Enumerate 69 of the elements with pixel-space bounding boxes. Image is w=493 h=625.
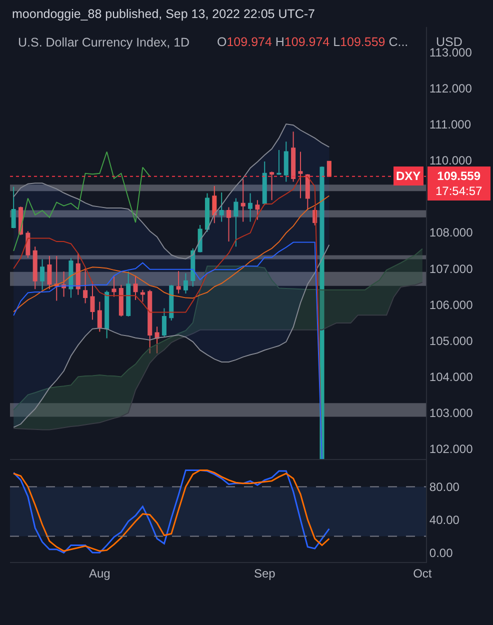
candlestick	[291, 131, 296, 182]
candlestick	[54, 255, 59, 302]
text: moondoggie_88 published, Sep 13, 2022 22:05 UTC-7	[12, 7, 316, 21]
y-tick-label: 106.000	[429, 298, 474, 312]
y-tick-label: 105.000	[429, 334, 474, 348]
candlestick	[204, 192, 210, 232]
candlestick	[133, 275, 138, 300]
candlestick	[326, 160, 332, 177]
candlestick	[234, 198, 238, 248]
candlestick	[176, 270, 181, 294]
candlestick	[183, 272, 188, 294]
text: 17:54:57	[435, 184, 483, 198]
x-tick-label: Aug	[88, 566, 110, 580]
candlestick	[90, 281, 95, 320]
candlestick	[305, 174, 310, 210]
candlestick	[198, 224, 202, 253]
candlestick	[276, 149, 282, 176]
y-tick-label: 104.000	[429, 370, 474, 384]
candlestick	[76, 252, 80, 296]
candlestick	[83, 268, 88, 304]
candlestick	[298, 151, 303, 199]
y-tick-label: 112.000	[429, 82, 472, 96]
candlestick	[248, 192, 253, 222]
candlestick	[97, 301, 102, 332]
y-tick-label: 102.000	[429, 442, 474, 456]
candlestick	[154, 326, 160, 354]
candlestick	[270, 171, 274, 201]
candlestick	[112, 275, 116, 298]
candlestick	[118, 284, 124, 318]
candlestick	[104, 290, 110, 339]
line-series	[13, 124, 330, 260]
line-series	[13, 244, 330, 428]
candlestick	[40, 258, 45, 290]
y-tick-label: 110.000	[429, 154, 472, 168]
candlestick	[212, 186, 217, 224]
y-tick-label: 0.00	[429, 546, 454, 560]
y-tick-label: 40.00	[429, 512, 460, 527]
candlestick	[320, 166, 324, 459]
candlestick	[169, 284, 174, 322]
candlestick	[162, 308, 166, 338]
candlestick	[255, 200, 260, 220]
candlestick	[262, 161, 267, 206]
candlestick	[32, 246, 38, 290]
candlestick	[62, 270, 66, 298]
candlestick	[240, 178, 246, 222]
candlestick	[68, 258, 74, 298]
annotation: O109.974 H109.974 L109.559 C...	[217, 35, 408, 49]
candlestick	[11, 186, 16, 229]
candlestick	[148, 289, 152, 354]
candlestick	[284, 141, 288, 182]
line-series	[13, 242, 322, 459]
x-tick-label: Oct	[413, 566, 432, 580]
y-tick-label: 111.000	[429, 118, 472, 132]
x-tick-label: Sep	[254, 566, 276, 580]
text: U.S. Dollar Currency Index, 1D	[18, 35, 190, 50]
candlestick	[219, 192, 224, 222]
y-tick-label: 107.000	[429, 262, 474, 276]
candlestick	[47, 255, 52, 290]
candlestick	[140, 289, 145, 302]
y-tick-label: 80.00	[429, 480, 460, 494]
candlestick	[26, 230, 30, 258]
ref-line-label: DXY	[396, 169, 421, 183]
candlestick	[226, 206, 232, 242]
candlestick	[126, 270, 131, 318]
text: 109.559	[437, 169, 481, 183]
line-series	[13, 151, 150, 252]
line-series	[13, 195, 330, 312]
y-tick-label: 103.000	[429, 406, 474, 420]
y-tick-label: 108.000	[429, 226, 474, 240]
